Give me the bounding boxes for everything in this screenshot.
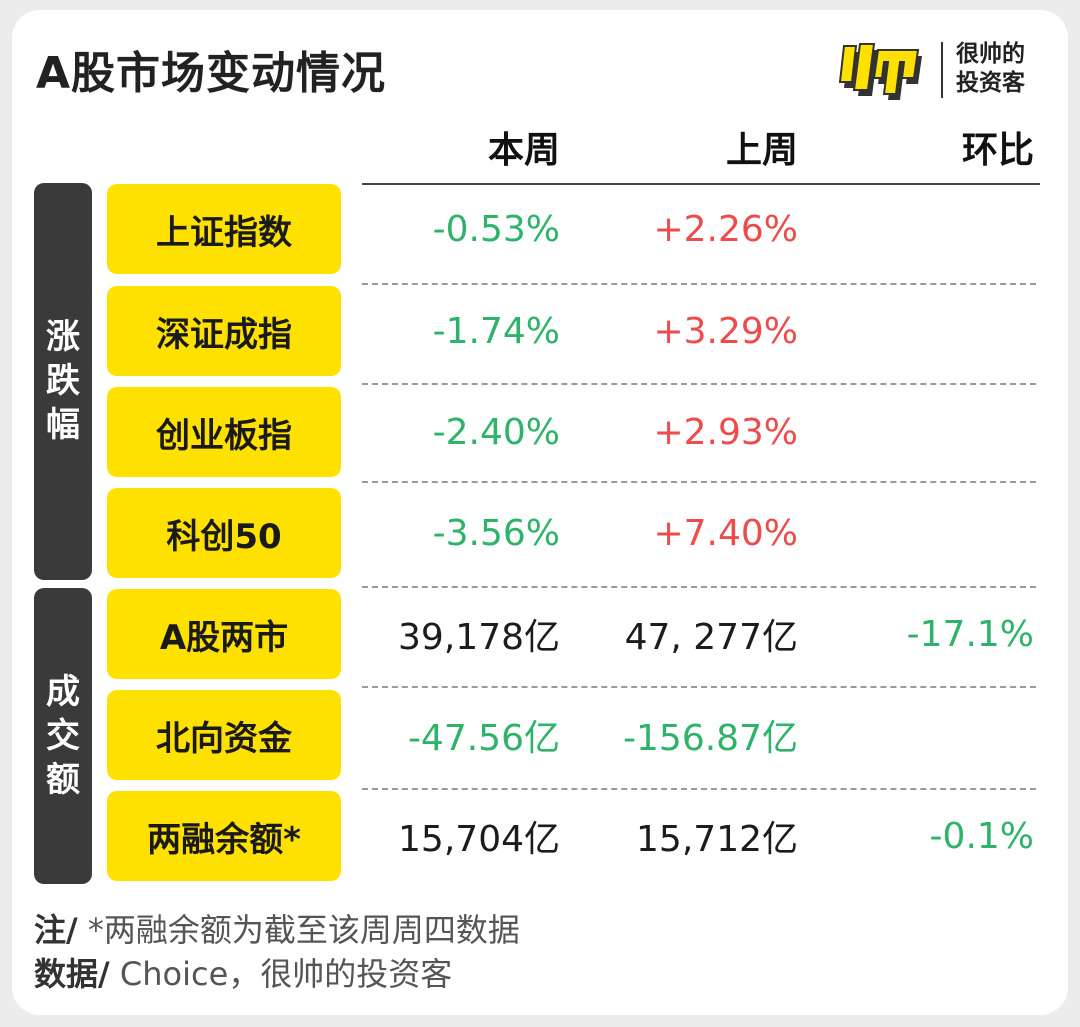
row-sse-previous: +2.26% [653,208,798,250]
note-line: 注/ *两融余额为截至该周周四数据 [34,908,520,952]
group-volume: 成 交 额 [34,588,92,884]
brand-logo: 很帅的 投资客 [838,36,1048,106]
row-margin-balance-ratio: -0.1% [929,815,1034,857]
row-divider [362,383,1036,385]
logo-line-1: 很帅的 [956,41,1025,67]
column-header-current: 本周 [487,130,560,171]
note-text: *两融余额为截至该周周四数据 [77,911,520,949]
row-sse-current: -0.53% [432,208,560,250]
group-volume-char-1: 成 [46,672,80,712]
note-prefix: 注/ [34,911,78,949]
row-label-sse: 上证指数 [107,184,341,274]
logo-text: 很帅的 投资客 [956,40,1025,98]
group-volume-char-3: 额 [46,760,80,800]
row-label-a-share-turnover: A股两市 [107,589,341,679]
row-szse-current: -1.74% [432,310,560,352]
source-prefix: 数据/ [34,955,110,993]
row-divider [362,481,1036,483]
group-change-label: 涨 跌 幅 [34,315,92,447]
logo-divider [941,42,943,98]
row-margin-balance-previous: 15,712亿 [636,819,798,860]
row-star50-previous: +7.40% [653,512,798,554]
row-chinext-current: -2.40% [432,411,560,453]
group-change: 涨 跌 幅 [34,183,92,580]
source-line: 数据/ Choice，很帅的投资客 [34,952,520,996]
group-change-char-3: 幅 [46,405,80,445]
row-label-northbound: 北向资金 [107,690,341,780]
column-header-previous: 上周 [725,130,798,171]
row-label-szse: 深证成指 [107,286,341,376]
row-label-chinext: 创业板指 [107,387,341,477]
footnotes: 注/ *两融余额为截至该周周四数据 数据/ Choice，很帅的投资客 [34,908,520,996]
row-divider [362,686,1036,688]
column-header-ratio: 环比 [961,130,1034,171]
page-title: A股市场变动情况 [36,48,387,99]
row-chinext-previous: +2.93% [653,411,798,453]
row-northbound-previous: -156.87亿 [623,718,798,759]
row-northbound-current: -47.56亿 [407,718,560,759]
row-divider [362,586,1036,588]
group-change-char-1: 涨 [46,317,80,357]
row-a-share-turnover-ratio: -17.1% [906,613,1034,655]
row-a-share-turnover-previous: 47, 277亿 [624,617,798,658]
row-divider [362,788,1036,790]
row-a-share-turnover-current: 39,178亿 [398,617,560,658]
row-label-margin-balance: 两融余额* [107,791,341,881]
row-label-star50: 科创50 [107,488,341,578]
row-margin-balance-current: 15,704亿 [398,819,560,860]
group-volume-label: 成 交 额 [34,670,92,802]
row-divider [362,283,1036,285]
header-rule [362,183,1040,185]
source-text: Choice，很帅的投资客 [109,955,453,993]
brand-mark-icon [838,43,922,100]
row-szse-previous: +3.29% [653,310,798,352]
group-volume-char-2: 交 [46,716,80,756]
group-change-char-2: 跌 [46,361,80,401]
row-star50-current: -3.56% [432,512,560,554]
logo-line-2: 投资客 [956,70,1025,96]
